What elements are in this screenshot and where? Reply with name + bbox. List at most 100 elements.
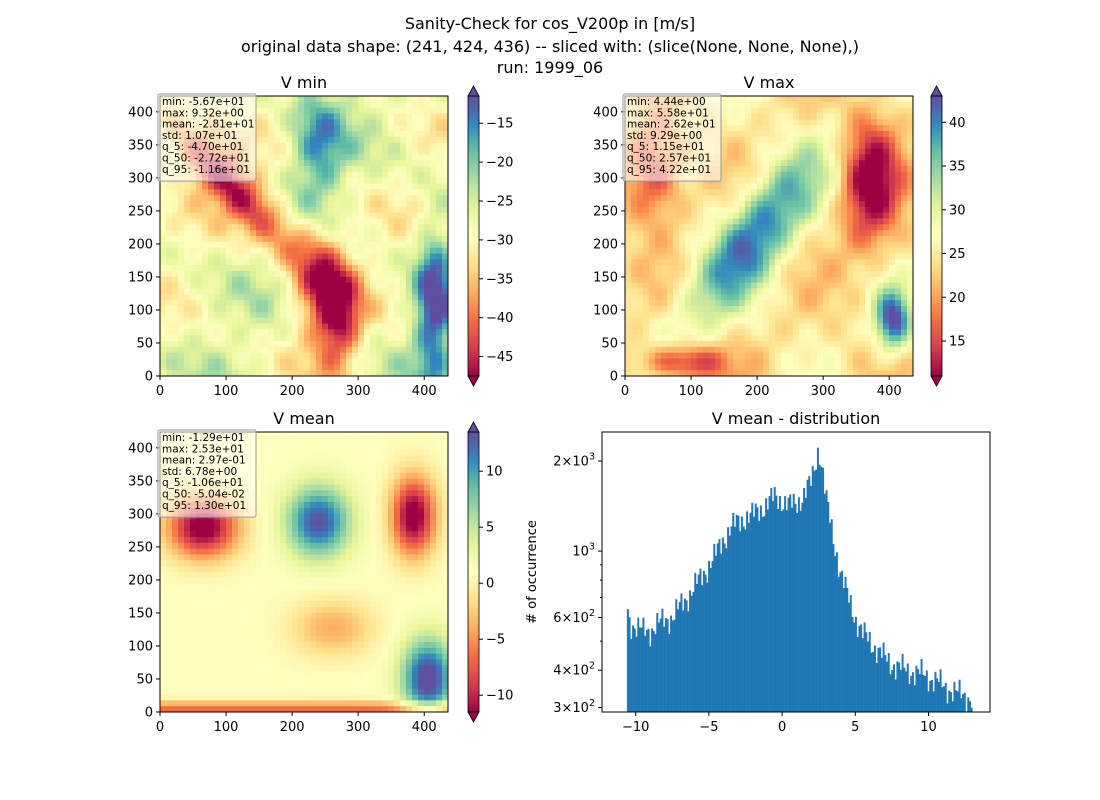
heatmap-cell bbox=[196, 288, 203, 295]
heatmap-cell bbox=[859, 125, 866, 132]
heatmap-cell bbox=[184, 572, 191, 579]
heatmap-cell bbox=[262, 177, 269, 184]
heatmap-cell bbox=[889, 265, 896, 272]
heatmap-cell bbox=[631, 311, 638, 319]
heatmap-cell bbox=[184, 671, 191, 678]
heatmap-cell bbox=[214, 335, 221, 342]
heatmap-cell bbox=[178, 554, 185, 561]
heatmap-cell bbox=[430, 317, 437, 324]
heatmap-cell bbox=[787, 154, 794, 161]
heatmap-cell bbox=[328, 358, 335, 365]
x-tick-label: 100 bbox=[214, 384, 239, 399]
heatmap-cell bbox=[883, 317, 890, 324]
heatmap-cell bbox=[196, 358, 203, 365]
heatmap-cell bbox=[184, 218, 191, 225]
heatmap-cell bbox=[160, 206, 167, 214]
heatmap-cell bbox=[268, 212, 275, 219]
heatmap-cell bbox=[679, 195, 686, 202]
heatmap-cell bbox=[643, 370, 650, 377]
x-tick-label: 0 bbox=[156, 384, 164, 399]
heatmap-cell bbox=[232, 271, 239, 278]
heatmap-cell bbox=[631, 294, 638, 301]
heatmap-cell bbox=[769, 101, 776, 109]
heatmap-cell bbox=[166, 665, 173, 672]
heatmap-cell bbox=[787, 195, 794, 202]
heatmap-cell bbox=[745, 125, 752, 132]
heatmap-cell bbox=[328, 311, 335, 319]
heatmap-cell bbox=[400, 265, 407, 272]
heatmap-cell bbox=[703, 241, 710, 249]
heatmap-cell bbox=[757, 276, 764, 284]
heatmap-cell bbox=[871, 201, 878, 208]
heatmap-cell bbox=[412, 218, 419, 225]
heatmap-cell bbox=[166, 630, 173, 637]
heatmap-cell bbox=[196, 300, 203, 307]
heatmap-cell bbox=[316, 212, 323, 219]
heatmap-cell bbox=[775, 317, 782, 324]
heatmap-cell bbox=[256, 352, 263, 359]
heatmap-cell bbox=[202, 230, 209, 237]
heatmap-cell bbox=[811, 271, 818, 278]
heatmap-cell bbox=[835, 206, 842, 214]
heatmap-cell bbox=[637, 352, 644, 359]
heatmap-cell bbox=[871, 346, 878, 354]
heatmap-cell bbox=[883, 224, 890, 231]
heatmap-cell bbox=[346, 160, 353, 167]
heatmap-cell bbox=[376, 177, 383, 184]
heatmap-cell bbox=[907, 247, 914, 254]
heatmap-cell bbox=[274, 265, 281, 272]
heatmap-cell bbox=[214, 323, 221, 330]
heatmap-cell bbox=[352, 236, 359, 243]
y-tick-label: 400 bbox=[128, 105, 153, 120]
heatmap-cell bbox=[889, 288, 896, 295]
heatmap-cell bbox=[286, 282, 293, 289]
heatmap-cell bbox=[859, 201, 866, 208]
heatmap-cell bbox=[256, 148, 263, 155]
heatmap-cell bbox=[220, 288, 227, 295]
heatmap-cell bbox=[358, 346, 365, 354]
heatmap-cell bbox=[781, 206, 788, 214]
heatmap-cell bbox=[184, 306, 191, 313]
heatmap-cell bbox=[649, 276, 656, 284]
heatmap-cell bbox=[286, 154, 293, 161]
heatmap-cell bbox=[286, 148, 293, 155]
heatmap-cell bbox=[853, 294, 860, 301]
heatmap-cell bbox=[805, 364, 812, 371]
heatmap-cell bbox=[877, 183, 884, 190]
heatmap-cell bbox=[298, 160, 305, 167]
heatmap-cell bbox=[871, 247, 878, 254]
heatmap-cell bbox=[232, 212, 239, 219]
heatmap-cell bbox=[685, 306, 692, 313]
heatmap-cell bbox=[895, 306, 902, 313]
heatmap-cell bbox=[637, 253, 644, 260]
heatmap-cell bbox=[268, 341, 275, 348]
heatmap-cell bbox=[184, 577, 191, 585]
heatmap-cell bbox=[661, 306, 668, 313]
heatmap-cell bbox=[382, 171, 389, 179]
heatmap-cell bbox=[406, 253, 413, 260]
heatmap-cell bbox=[853, 206, 860, 214]
heatmap-cell bbox=[172, 554, 179, 561]
heatmap-cell bbox=[424, 101, 431, 109]
heatmap-cell bbox=[442, 253, 449, 260]
heatmap-cell bbox=[352, 96, 359, 103]
heatmap-cell bbox=[895, 183, 902, 190]
heatmap-cell bbox=[865, 300, 872, 307]
heatmap-cell bbox=[340, 160, 347, 167]
heatmap-cell bbox=[388, 311, 395, 319]
heatmap-cell bbox=[394, 259, 401, 266]
heatmap-cell bbox=[178, 294, 185, 301]
heatmap-cell bbox=[334, 183, 341, 190]
heatmap-cell bbox=[160, 259, 167, 266]
heatmap-cell bbox=[436, 346, 443, 354]
heatmap-cell bbox=[424, 201, 431, 208]
heatmap-cell bbox=[430, 171, 437, 179]
heatmap-cell bbox=[322, 107, 329, 114]
heatmap-cell bbox=[709, 346, 716, 354]
heatmap-cell bbox=[835, 311, 842, 319]
heatmap-cell bbox=[655, 224, 662, 231]
heatmap-cell bbox=[769, 346, 776, 354]
heatmap-cell bbox=[382, 183, 389, 190]
heatmap-cell bbox=[799, 265, 806, 272]
heatmap-cell bbox=[871, 300, 878, 307]
